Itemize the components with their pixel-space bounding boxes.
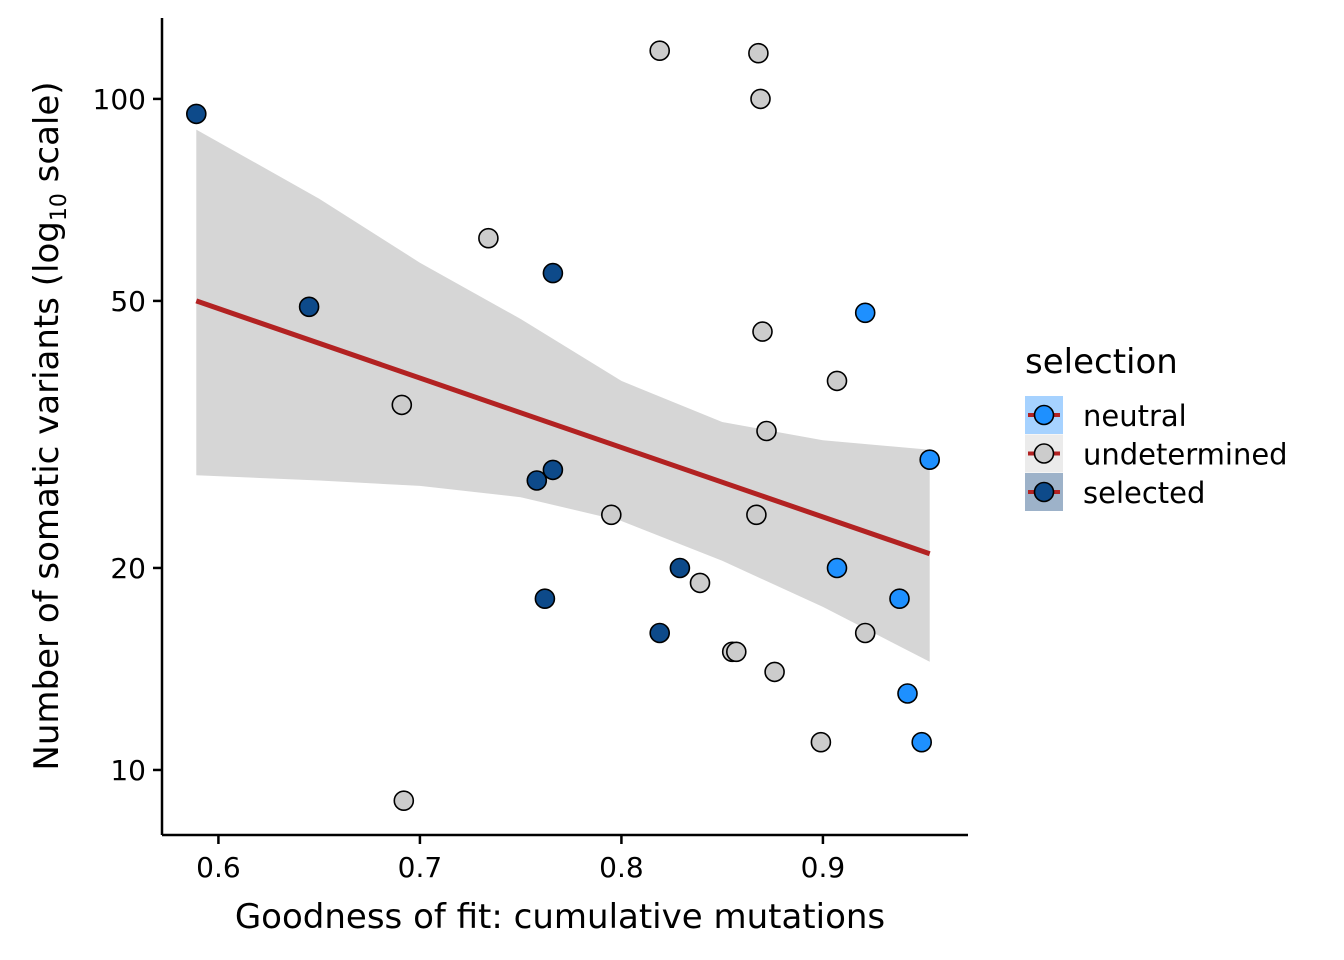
data-point-selected [669, 557, 691, 579]
data-point-selected [649, 622, 671, 644]
data-point-neutral [911, 731, 933, 753]
data-point-undetermined [689, 572, 711, 594]
data-point-selected [186, 103, 207, 125]
y-tick-label: 10 [110, 754, 146, 787]
data-point-neutral [897, 683, 918, 704]
data-point-undetermined [750, 88, 771, 110]
legend-items: neutral undetermined selected [1025, 396, 1288, 511]
data-point-undetermined [748, 42, 769, 64]
x-ticks: 0.6 0.7 0.8 0.9 [196, 835, 845, 884]
data-point-undetermined [478, 227, 499, 249]
legend-key-point [1033, 481, 1055, 503]
data-point-selected [526, 470, 548, 491]
x-axis: 0.6 0.7 0.8 0.9 Goodness of fit: cumulative… [162, 833, 968, 937]
data-point-neutral [826, 557, 848, 579]
y-tick-label: 100 [93, 83, 146, 116]
data-point-undetermined [391, 394, 413, 416]
data-point-undetermined [752, 321, 773, 342]
data-point-undetermined [826, 370, 848, 392]
data-point-neutral [919, 449, 941, 471]
data-point-undetermined [854, 622, 876, 644]
data-point-undetermined [746, 504, 767, 526]
y-axis: 10 20 50 100 Number of somatic variants (lo… [27, 18, 164, 835]
data-point-undetermined [600, 504, 622, 526]
x-tick-label: 0.6 [196, 851, 241, 884]
data-point-undetermined [756, 420, 777, 442]
legend-label: undetermined [1083, 438, 1288, 472]
y-ticks: 10 20 50 100 [93, 83, 162, 787]
y-axis-title-subscript: 10 [47, 193, 72, 221]
data-points [186, 40, 941, 812]
legend-label: neutral [1083, 399, 1187, 433]
data-point-undetermined [393, 790, 415, 812]
x-tick-label: 0.8 [599, 851, 644, 884]
confidence-band [196, 129, 930, 662]
data-point-undetermined [725, 641, 747, 663]
data-point-selected [534, 588, 556, 610]
legend-title: selection [1025, 342, 1178, 382]
data-point-neutral [854, 302, 876, 324]
y-axis-title-end: scale) [27, 81, 67, 193]
fit-line [195, 298, 931, 557]
data-point-undetermined [810, 731, 832, 753]
data-point-neutral [889, 588, 910, 610]
y-axis-title-main: Number of somatic variants (log [27, 221, 67, 770]
data-point-selected [542, 459, 564, 481]
data-point-undetermined [649, 40, 671, 62]
y-tick-label: 20 [110, 552, 146, 585]
y-axis-title: Number of somatic variants (log10 scale) [27, 81, 72, 770]
legend-label: selected [1083, 476, 1205, 510]
data-point-selected [298, 296, 320, 318]
y-tick-label: 50 [110, 285, 146, 318]
legend-key-point [1033, 404, 1055, 426]
x-axis-title: Goodness of fit: cumulative mutations [235, 897, 885, 937]
data-point-undetermined [764, 661, 785, 683]
x-tick-label: 0.7 [398, 851, 443, 884]
data-point-selected [542, 262, 564, 284]
legend: selection neutral undetermined selected [1025, 342, 1288, 511]
plot-area [186, 40, 941, 812]
legend-key-point [1033, 443, 1055, 464]
x-tick-label: 0.9 [801, 851, 846, 884]
